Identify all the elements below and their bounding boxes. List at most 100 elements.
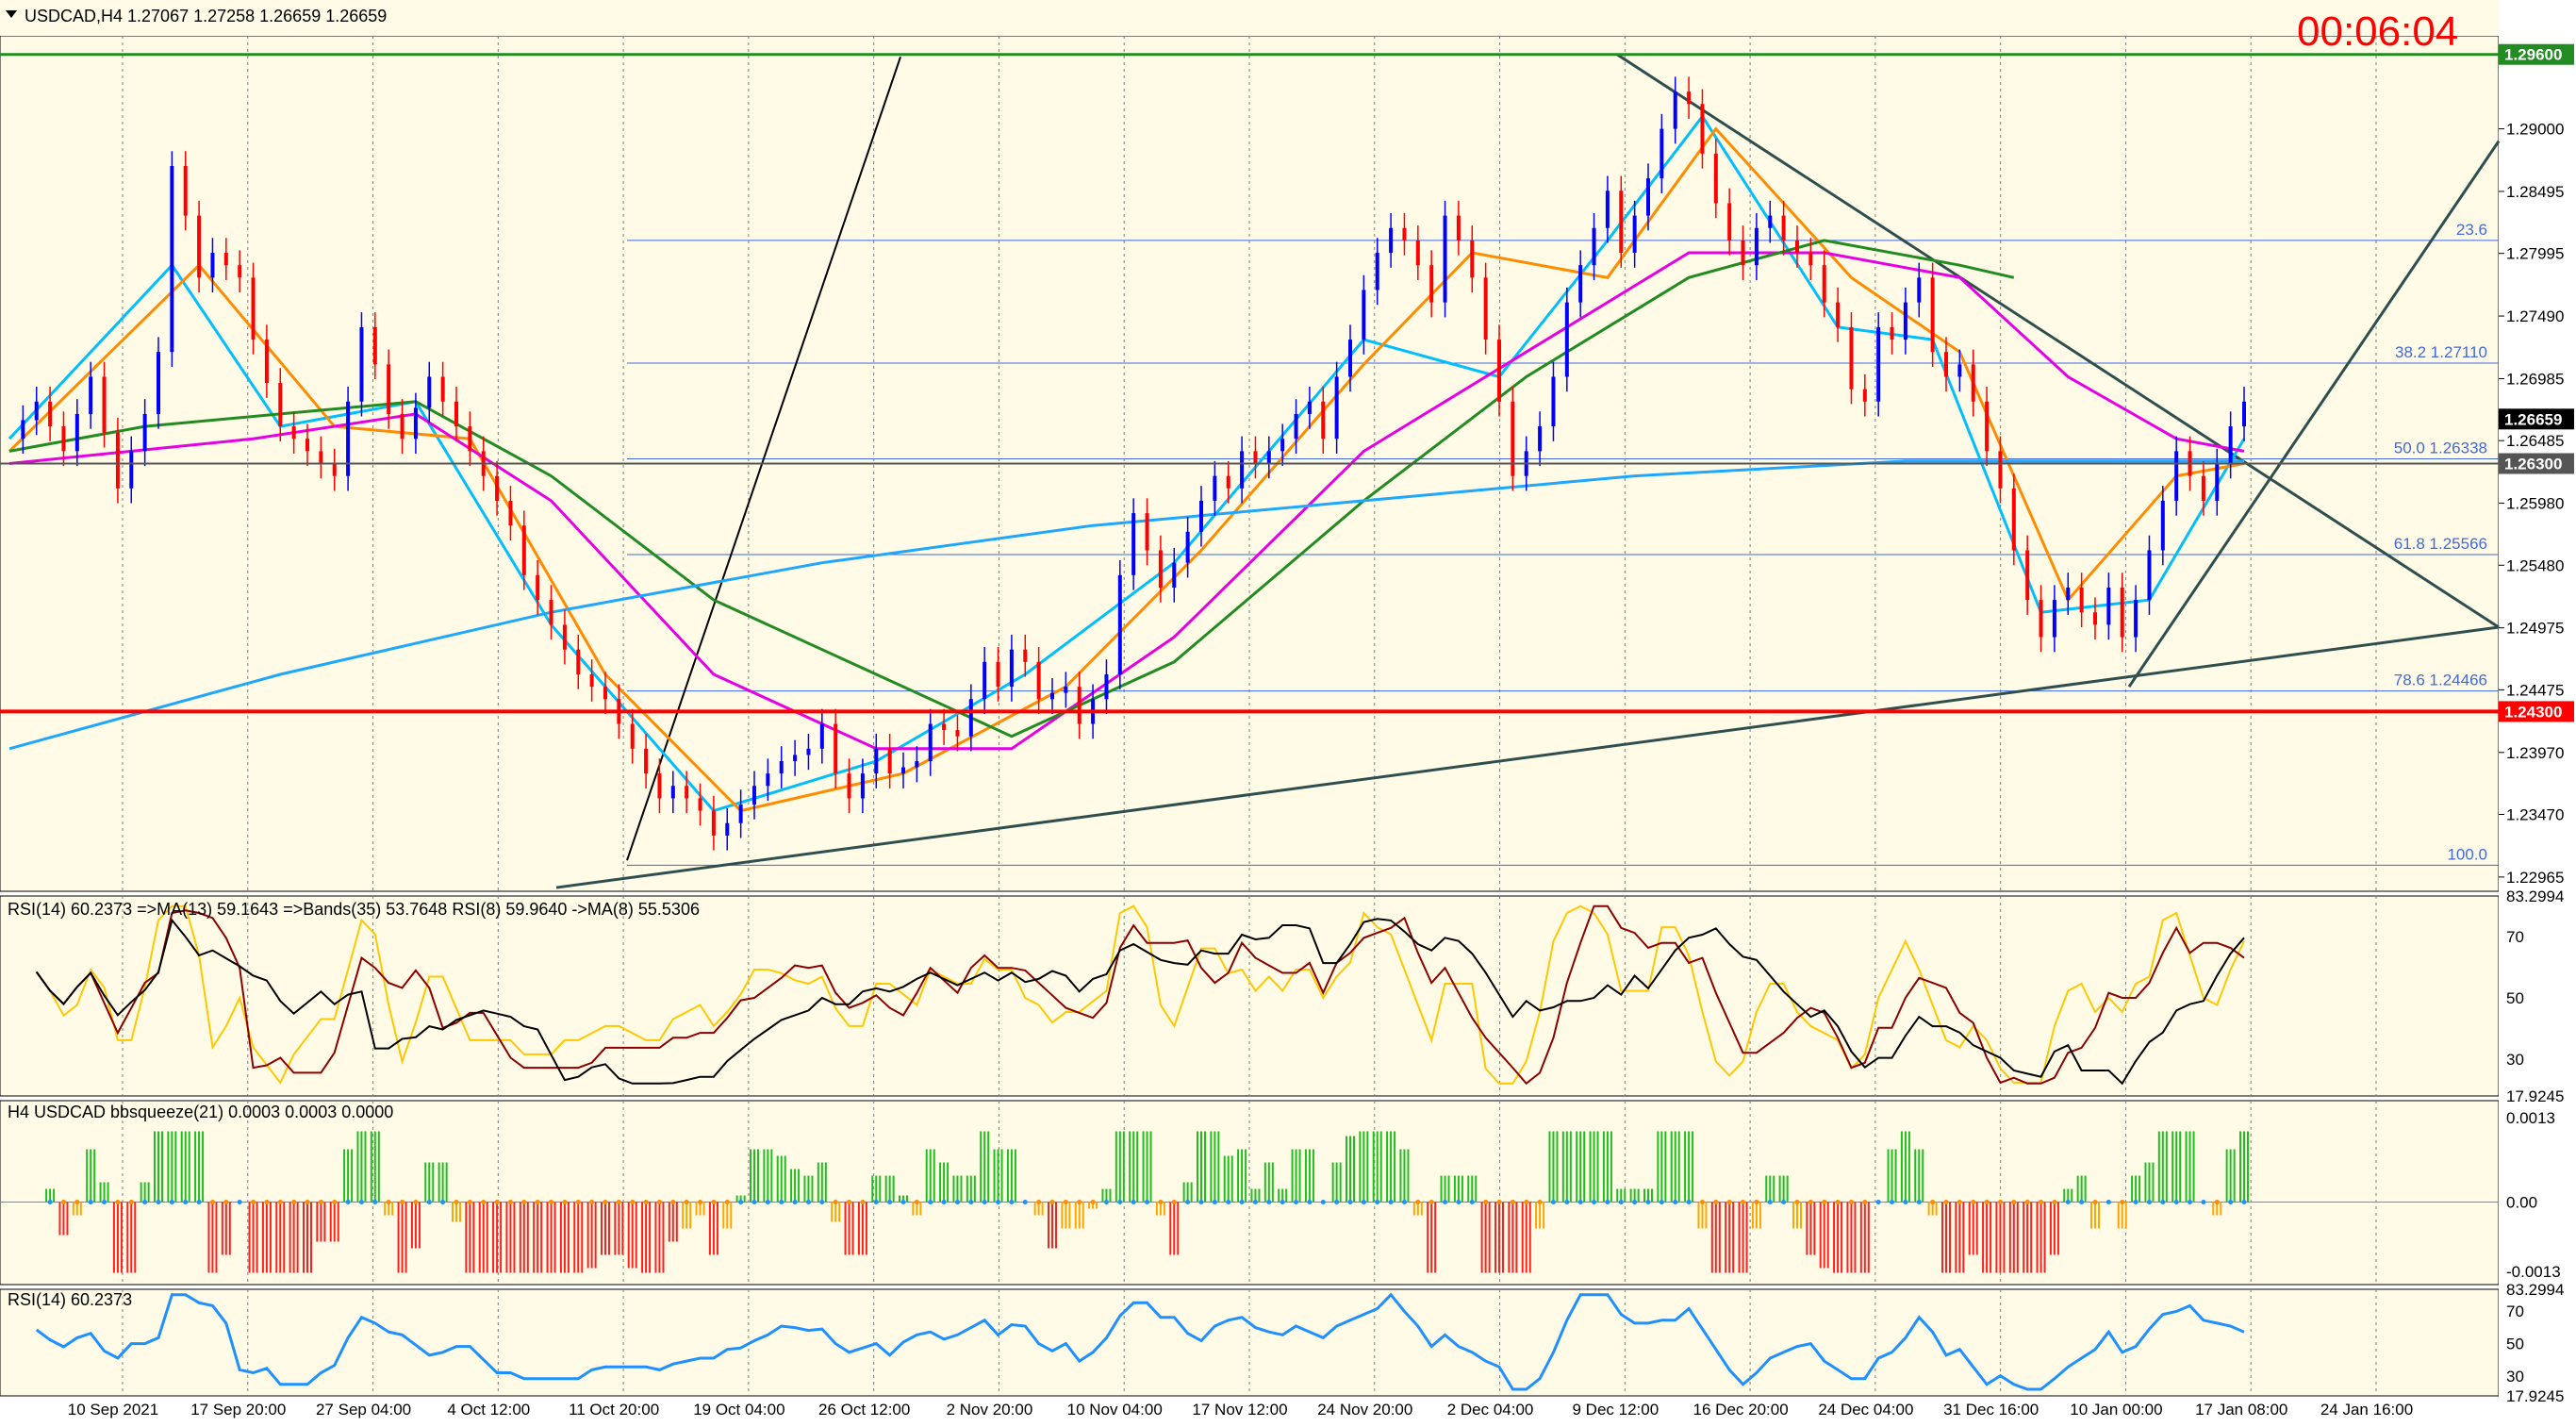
candle-body bbox=[359, 326, 364, 402]
price-marker-box bbox=[2499, 701, 2574, 722]
squeeze-dot bbox=[2065, 1200, 2071, 1204]
squeeze-dot bbox=[305, 1200, 310, 1204]
candle-body bbox=[1944, 352, 1948, 377]
price-marker-label: 1.29600 bbox=[2504, 46, 2562, 64]
squeeze-dot bbox=[1347, 1200, 1353, 1204]
candle-body bbox=[847, 773, 851, 799]
time-tick-label: 24 Nov 20:00 bbox=[1317, 1401, 1412, 1419]
time-tick-label: 19 Oct 04:00 bbox=[693, 1401, 784, 1419]
candle-body bbox=[21, 420, 25, 440]
squeeze-dot bbox=[2201, 1200, 2206, 1204]
candle-body bbox=[413, 407, 418, 440]
candle-body bbox=[874, 748, 879, 774]
time-tick-label: 27 Sep 04:00 bbox=[316, 1401, 411, 1419]
candle-body bbox=[1064, 687, 1068, 693]
squeeze-dot bbox=[1401, 1200, 1407, 1204]
fib-level-label: 23.6 bbox=[2456, 221, 2487, 239]
squeeze-dot bbox=[1726, 1200, 1732, 1204]
squeeze-dot bbox=[968, 1200, 974, 1204]
squeeze-dot bbox=[1537, 1200, 1543, 1204]
squeeze-dot bbox=[1361, 1200, 1366, 1204]
candle-body bbox=[1117, 574, 1122, 674]
candle-body bbox=[1158, 550, 1163, 588]
squeeze-dot bbox=[724, 1200, 730, 1204]
candle-body bbox=[2120, 587, 2124, 638]
squeeze-dot bbox=[1428, 1200, 1434, 1204]
candle-body bbox=[685, 786, 689, 799]
candle-body bbox=[48, 401, 53, 427]
candle-body bbox=[1781, 215, 1786, 241]
candle-body bbox=[1145, 513, 1149, 551]
dropdown-arrow-icon[interactable] bbox=[6, 10, 17, 18]
candle-body bbox=[74, 413, 79, 452]
squeeze-dot bbox=[1077, 1200, 1082, 1204]
candle-body bbox=[1768, 215, 1773, 228]
time-tick-label: 2 Nov 20:00 bbox=[947, 1401, 1033, 1419]
symbol-header: USDCAD,H4 1.27067 1.27258 1.26659 1.2665… bbox=[25, 7, 387, 25]
candle-body bbox=[928, 723, 933, 761]
indicator-tick-label: 50 bbox=[2506, 989, 2524, 1007]
squeeze-dot bbox=[2024, 1200, 2030, 1204]
candle-body bbox=[1362, 290, 1366, 340]
rsi-multi-title: RSI(14) 60.2373 =>MA(13) 59.1643 =>Bands… bbox=[8, 900, 700, 919]
fib-level-label: 38.2 1.27110 bbox=[2395, 343, 2487, 361]
squeeze-dot bbox=[345, 1200, 351, 1204]
squeeze-dot bbox=[792, 1200, 798, 1204]
squeeze-dot bbox=[521, 1200, 527, 1204]
squeeze-dot bbox=[1049, 1200, 1055, 1204]
time-tick-label: 16 Dec 20:00 bbox=[1693, 1401, 1789, 1419]
candle-body bbox=[440, 376, 445, 402]
squeeze-dot bbox=[630, 1200, 636, 1204]
candle-body bbox=[2011, 488, 2016, 551]
candle-body bbox=[427, 376, 432, 408]
squeeze-dot bbox=[1605, 1200, 1610, 1204]
candle-body bbox=[1077, 687, 1082, 724]
squeeze-dot bbox=[1415, 1200, 1421, 1204]
price-tick-label: 1.23970 bbox=[2506, 744, 2564, 762]
candle-body bbox=[1185, 531, 1190, 563]
squeeze-dot bbox=[237, 1200, 242, 1204]
candle-body bbox=[1226, 475, 1230, 489]
squeeze-dot bbox=[1334, 1200, 1340, 1204]
squeeze-dot bbox=[1713, 1200, 1719, 1204]
candle-body bbox=[887, 748, 892, 774]
price-tick-label: 1.23470 bbox=[2506, 806, 2564, 824]
squeeze-dot bbox=[1943, 1200, 1949, 1204]
candle-body bbox=[1023, 649, 1028, 662]
squeeze-dot bbox=[1252, 1200, 1258, 1204]
squeeze-dot bbox=[372, 1200, 378, 1204]
squeeze-dot bbox=[1320, 1200, 1326, 1204]
candle-body bbox=[1890, 326, 1894, 340]
candle-body bbox=[102, 376, 107, 433]
candle-body bbox=[698, 798, 702, 811]
candle-body bbox=[1009, 649, 1014, 688]
rsi8-line bbox=[35, 904, 2245, 1085]
candle-body bbox=[89, 376, 93, 414]
squeeze-dot bbox=[481, 1200, 487, 1204]
time-tick-label: 10 Sep 2021 bbox=[68, 1401, 158, 1419]
time-tick-label: 31 Dec 16:00 bbox=[1943, 1401, 2039, 1419]
squeeze-dot bbox=[1496, 1200, 1502, 1204]
squeeze-dot bbox=[2011, 1200, 2017, 1204]
squeeze-dot bbox=[643, 1200, 649, 1204]
candle-body bbox=[562, 624, 567, 650]
squeeze-dot bbox=[413, 1200, 419, 1204]
squeeze-dot bbox=[1239, 1200, 1245, 1204]
candle-body bbox=[1578, 265, 1583, 303]
squeeze-dot bbox=[1645, 1200, 1651, 1204]
candle-body bbox=[2066, 587, 2071, 601]
squeeze-dot bbox=[440, 1200, 446, 1204]
squeeze-dot bbox=[1456, 1200, 1461, 1204]
candle-body bbox=[657, 773, 662, 799]
squeeze-dot bbox=[1131, 1200, 1136, 1204]
indicator-tick-label: 83.2994 bbox=[2506, 888, 2564, 905]
squeeze-dot bbox=[2146, 1200, 2152, 1204]
candle-body bbox=[576, 649, 581, 674]
squeeze-dot bbox=[426, 1200, 432, 1204]
squeeze-dot bbox=[102, 1200, 107, 1204]
candle-body bbox=[1700, 104, 1705, 154]
trendline bbox=[626, 57, 901, 861]
squeeze-dot bbox=[1280, 1200, 1285, 1204]
